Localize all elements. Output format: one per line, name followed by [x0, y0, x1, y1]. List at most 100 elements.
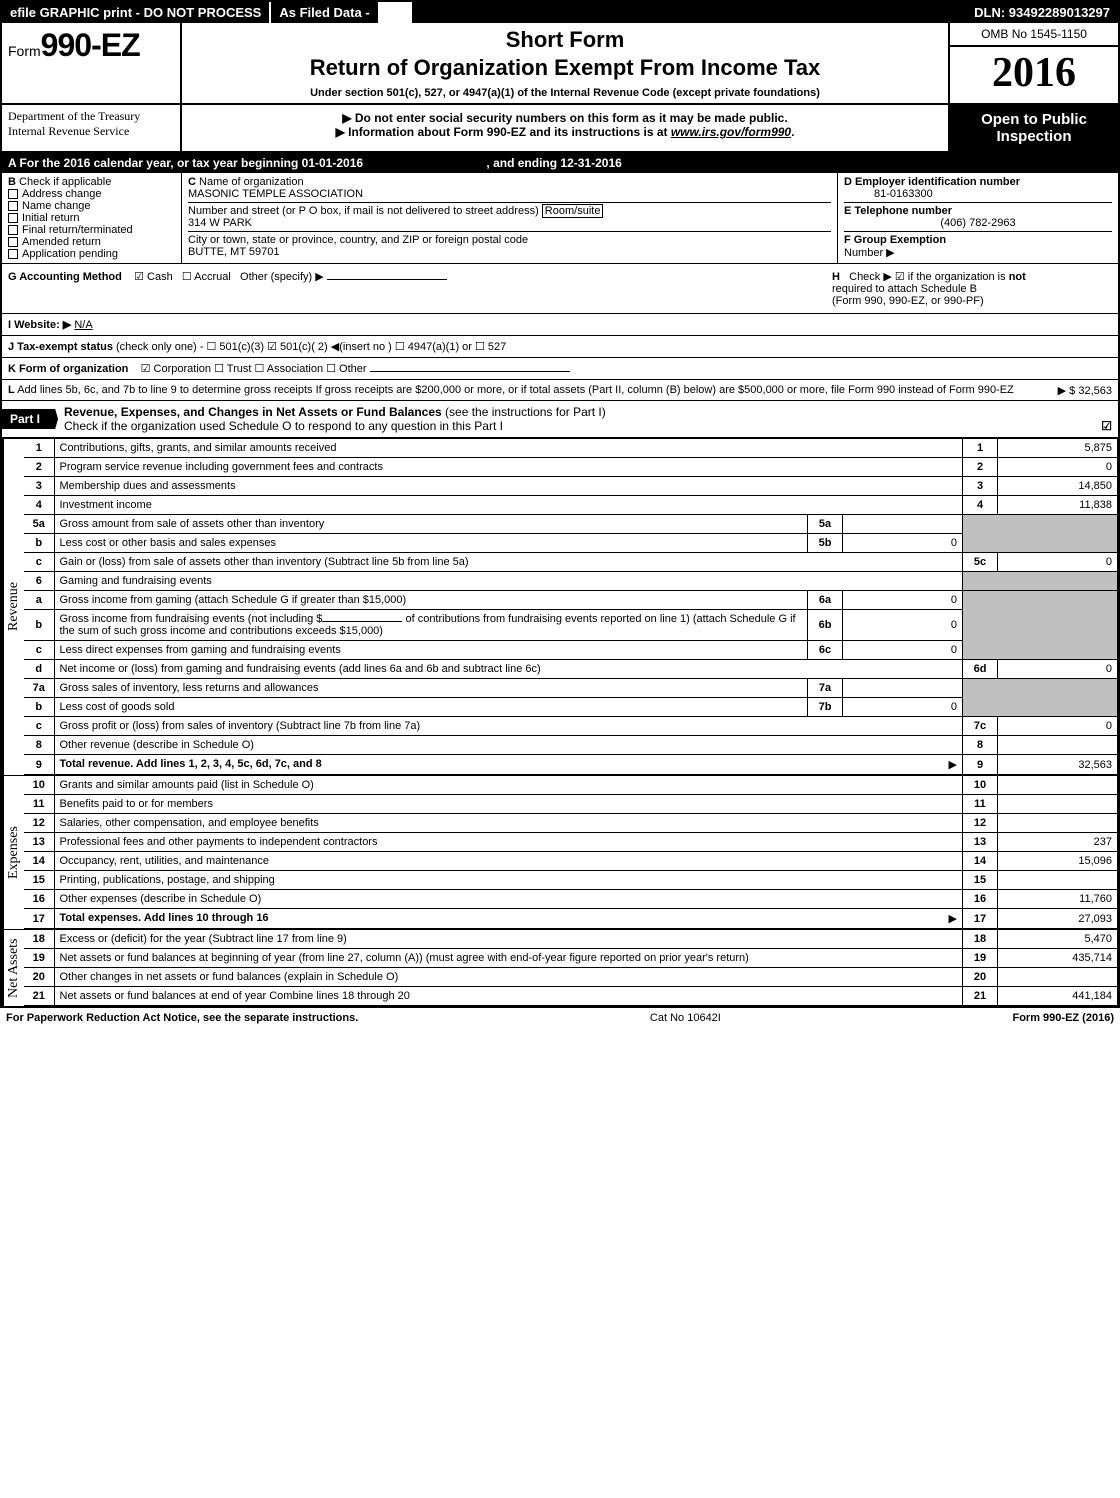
form-of-org-other-input[interactable] — [370, 371, 570, 372]
check-name-change[interactable] — [8, 201, 18, 211]
part-1-title: Revenue, Expenses, and Changes in Net As… — [58, 401, 1118, 437]
line-7c-desc: Gross profit or (loss) from sales of inv… — [60, 720, 421, 732]
line-5b-val: 0 — [843, 534, 963, 553]
form-number-big: 990-EZ — [41, 27, 140, 63]
line-7a-val — [843, 679, 963, 698]
line-19-desc: Net assets or fund balances at beginning… — [60, 952, 749, 964]
section-h-text2: required to attach Schedule B — [832, 283, 977, 295]
as-filed-blank — [380, 2, 412, 23]
check-final-return[interactable] — [8, 225, 18, 235]
line-3-desc: Membership dues and assessments — [60, 480, 236, 492]
website-label: I Website: ▶ — [8, 319, 71, 331]
line-8-val — [998, 736, 1118, 755]
line-7b-val: 0 — [843, 698, 963, 717]
accounting-cash: ☑ Cash — [134, 271, 173, 283]
line-6b: bGross income from fundraising events (n… — [24, 610, 1118, 641]
line-5b: bLess cost or other basis and sales expe… — [24, 534, 1118, 553]
section-a: A For the 2016 calendar year, or tax yea… — [2, 153, 1118, 173]
section-b-label: B — [8, 176, 16, 188]
line-9-desc: Total revenue. Add lines 1, 2, 3, 4, 5c,… — [60, 758, 322, 770]
line-2: 2Program service revenue including gover… — [24, 458, 1118, 477]
tax-exempt-options: (check only one) - ☐ 501(c)(3) ☑ 501(c)(… — [116, 341, 506, 353]
section-i: I Website: ▶ N/A — [2, 314, 1118, 336]
footer-right: Form 990-EZ (2016) — [1012, 1012, 1114, 1024]
part-1-title-text: Revenue, Expenses, and Changes in Net As… — [64, 405, 442, 419]
line-16: 16Other expenses (describe in Schedule O… — [24, 890, 1118, 909]
top-bar: efile GRAPHIC print - DO NOT PROCESS As … — [2, 2, 1118, 23]
line-20-val — [998, 968, 1118, 987]
section-h-label: H — [832, 271, 840, 283]
line-7a: 7aGross sales of inventory, less returns… — [24, 679, 1118, 698]
line-21-desc: Net assets or fund balances at end of ye… — [60, 990, 410, 1002]
accounting-other-input[interactable] — [327, 279, 447, 280]
section-a-ending: , and ending 12-31-2016 — [486, 156, 621, 170]
accounting-method-label: G Accounting Method — [8, 271, 122, 283]
group-exemption-number: Number ▶ — [844, 247, 895, 259]
line-15: 15Printing, publications, postage, and s… — [24, 871, 1118, 890]
line-6a: aGross income from gaming (attach Schedu… — [24, 591, 1118, 610]
line-14-desc: Occupancy, rent, utilities, and maintena… — [60, 855, 270, 867]
city-label: City or town, state or province, country… — [188, 234, 528, 246]
section-l-label: L — [8, 384, 15, 396]
line-4: 4Investment income411,838 — [24, 496, 1118, 515]
info-period: . — [791, 125, 794, 139]
check-application-pending[interactable] — [8, 249, 18, 259]
section-h: H Check ▶ ☑ if the organization is not r… — [832, 270, 1112, 307]
line-5b-desc: Less cost or other basis and sales expen… — [60, 537, 276, 549]
dept-irs: Internal Revenue Service — [8, 124, 174, 139]
line-6b-input[interactable] — [322, 621, 402, 622]
line-6b-val: 0 — [843, 610, 963, 641]
section-l-text: Add lines 5b, 6c, and 7b to line 9 to de… — [17, 384, 1014, 396]
footer-left: For Paperwork Reduction Act Notice, see … — [6, 1012, 358, 1024]
info-about-text: ▶ Information about Form 990-EZ and its … — [336, 125, 671, 139]
line-6c-desc: Less direct expenses from gaming and fun… — [60, 644, 341, 656]
city-value: BUTTE, MT 59701 — [188, 246, 280, 258]
line-2-desc: Program service revenue including govern… — [60, 461, 383, 473]
line-6c-val: 0 — [843, 641, 963, 660]
return-title: Return of Organization Exempt From Incom… — [194, 55, 936, 81]
line-9-val: 32,563 — [998, 755, 1118, 775]
ssn-warning: ▶ Do not enter social security numbers o… — [188, 111, 942, 125]
line-11-val — [998, 795, 1118, 814]
check-address-change[interactable] — [8, 189, 18, 199]
efile-label: efile GRAPHIC print - DO NOT PROCESS — [2, 2, 271, 23]
line-6b-desc1: Gross income from fundraising events (no… — [60, 613, 323, 625]
check-initial-return[interactable] — [8, 213, 18, 223]
short-form-title: Short Form — [194, 27, 936, 53]
open-to-public: Open to Public Inspection — [950, 105, 1118, 151]
addr-label: Number and street (or P O box, if mail i… — [188, 205, 539, 217]
form-number: Form990-EZ — [8, 27, 174, 64]
org-name-value: MASONIC TEMPLE ASSOCIATION — [188, 188, 363, 200]
line-12-desc: Salaries, other compensation, and employ… — [60, 817, 319, 829]
dept-treasury: Department of the Treasury — [8, 109, 174, 124]
accounting-other: Other (specify) ▶ — [240, 271, 324, 283]
part-1-check-note: Check if the organization used Schedule … — [64, 419, 503, 433]
line-2-val: 0 — [998, 458, 1118, 477]
open-public-2: Inspection — [954, 128, 1114, 145]
form-prefix: Form — [8, 43, 41, 59]
check-amended-return[interactable] — [8, 237, 18, 247]
tax-year: 2016 — [950, 47, 1118, 99]
label-initial-return: Initial return — [22, 212, 79, 224]
section-l: L Add lines 5b, 6c, and 7b to line 9 to … — [2, 380, 1118, 401]
section-l-amount: ▶ $ 32,563 — [1058, 384, 1112, 397]
form-of-org-label: K Form of organization — [8, 363, 128, 375]
label-final-return: Final return/terminated — [22, 224, 133, 236]
form-of-org-options: ☑ Corporation ☐ Trust ☐ Association ☐ Ot… — [141, 363, 367, 375]
line-18-val: 5,470 — [998, 930, 1118, 949]
line-7b-desc: Less cost of goods sold — [60, 701, 175, 713]
line-11-desc: Benefits paid to or for members — [60, 798, 213, 810]
row-gh: G Accounting Method ☑ Cash ☐ Accrual Oth… — [2, 264, 1118, 314]
under-section: Under section 501(c), 527, or 4947(a)(1)… — [194, 87, 936, 99]
info-link[interactable]: www.irs.gov/form990 — [671, 125, 791, 139]
revenue-table: 1Contributions, gifts, grants, and simil… — [24, 438, 1118, 775]
expenses-side-label: Expenses — [2, 775, 24, 929]
net-assets-section: Net Assets 18Excess or (deficit) for the… — [2, 929, 1118, 1006]
line-17-val: 27,093 — [998, 909, 1118, 929]
line-19-val: 435,714 — [998, 949, 1118, 968]
line-21-val: 441,184 — [998, 987, 1118, 1006]
part-1-label: Part I — [2, 409, 58, 429]
tax-exempt-label: J Tax-exempt status — [8, 341, 113, 353]
line-6d-desc: Net income or (loss) from gaming and fun… — [60, 663, 541, 675]
form-page: efile GRAPHIC print - DO NOT PROCESS As … — [0, 0, 1120, 1008]
